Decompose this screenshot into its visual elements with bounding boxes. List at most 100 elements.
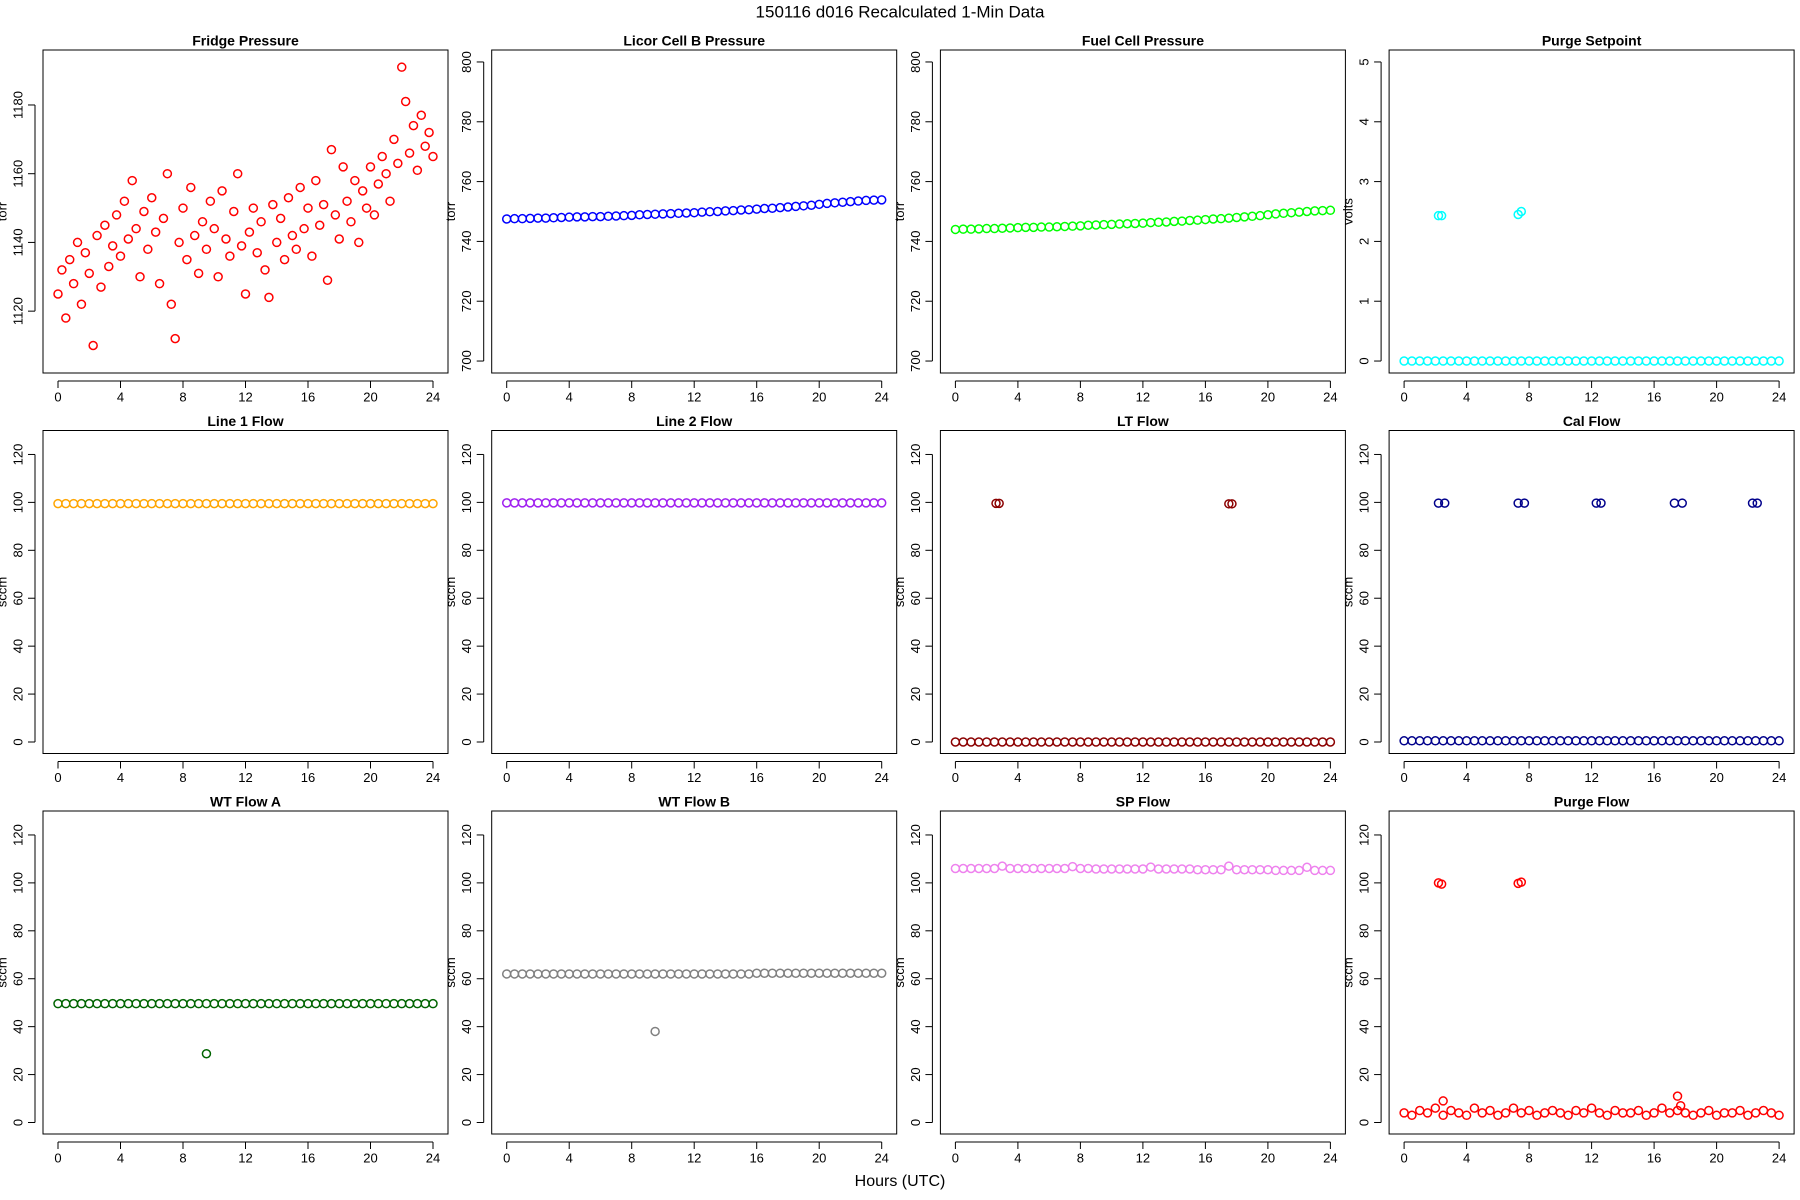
point bbox=[111, 210, 122, 220]
y-tick-label: 120 bbox=[908, 824, 923, 846]
point bbox=[1414, 736, 1425, 746]
point bbox=[791, 201, 801, 212]
x-tick-label: 24 bbox=[1772, 770, 1786, 785]
plot-frame bbox=[939, 430, 1346, 754]
x-tick-label: 24 bbox=[426, 770, 440, 785]
point bbox=[1138, 737, 1148, 747]
point bbox=[1547, 1105, 1558, 1116]
point bbox=[1727, 356, 1737, 366]
point bbox=[1317, 737, 1328, 747]
point bbox=[1591, 498, 1602, 508]
point bbox=[158, 213, 169, 224]
x-tick-label: 20 bbox=[1709, 770, 1723, 785]
point bbox=[1075, 737, 1086, 747]
point bbox=[1099, 737, 1109, 747]
point bbox=[1657, 1103, 1667, 1113]
point bbox=[611, 969, 621, 979]
point bbox=[564, 969, 574, 979]
point bbox=[1020, 737, 1031, 747]
point bbox=[209, 998, 219, 1009]
point bbox=[1310, 206, 1320, 216]
point bbox=[100, 220, 110, 230]
point bbox=[326, 144, 337, 155]
point bbox=[1407, 736, 1417, 746]
point bbox=[100, 998, 110, 1009]
point bbox=[1446, 736, 1456, 746]
point bbox=[272, 498, 282, 509]
point bbox=[997, 861, 1008, 871]
point bbox=[822, 498, 832, 508]
point bbox=[1625, 736, 1636, 746]
point bbox=[334, 998, 344, 1009]
point bbox=[572, 498, 582, 508]
point bbox=[798, 498, 809, 508]
x-tick-label: 0 bbox=[1400, 770, 1407, 785]
point bbox=[556, 212, 567, 223]
y-tick-label: 60 bbox=[459, 591, 474, 605]
point bbox=[728, 498, 739, 508]
point bbox=[533, 498, 543, 508]
point bbox=[1083, 863, 1093, 874]
x-tick-label: 12 bbox=[238, 1150, 252, 1165]
point bbox=[357, 498, 368, 509]
point bbox=[1516, 877, 1527, 887]
point bbox=[1169, 737, 1179, 747]
point bbox=[822, 968, 832, 978]
point bbox=[361, 203, 372, 213]
point bbox=[1192, 737, 1203, 747]
point bbox=[1618, 736, 1628, 746]
point bbox=[107, 241, 118, 251]
point bbox=[1317, 865, 1328, 876]
point bbox=[1610, 1105, 1620, 1116]
point bbox=[611, 211, 621, 221]
point bbox=[428, 998, 438, 1009]
x-tick-label: 12 bbox=[238, 770, 252, 785]
point bbox=[1422, 1108, 1433, 1118]
point bbox=[572, 212, 582, 222]
point bbox=[1231, 737, 1242, 747]
y-tick-label: 5 bbox=[1357, 58, 1372, 65]
point bbox=[299, 223, 309, 234]
point bbox=[162, 168, 173, 179]
point bbox=[57, 265, 67, 275]
point bbox=[1500, 736, 1511, 746]
point bbox=[650, 498, 660, 508]
point bbox=[556, 969, 567, 979]
point bbox=[1758, 1105, 1769, 1116]
point bbox=[1130, 737, 1140, 747]
point bbox=[1114, 219, 1125, 229]
y-tick-label: 0 bbox=[1357, 357, 1372, 364]
point bbox=[424, 127, 434, 138]
point bbox=[869, 195, 879, 205]
point bbox=[650, 209, 660, 219]
point bbox=[548, 498, 559, 508]
y-tick-label: 80 bbox=[10, 924, 25, 938]
point bbox=[1122, 737, 1133, 747]
point bbox=[1477, 1108, 1487, 1118]
y-tick-label: 4 bbox=[1357, 118, 1372, 125]
point bbox=[295, 182, 305, 193]
x-tick-label: 20 bbox=[1709, 389, 1723, 404]
point bbox=[147, 998, 157, 1009]
x-tick-label: 24 bbox=[426, 389, 440, 404]
plot-frame bbox=[491, 430, 898, 754]
point bbox=[1461, 736, 1472, 746]
point bbox=[201, 498, 212, 509]
x-tick-label: 4 bbox=[117, 389, 124, 404]
x-tick-label: 0 bbox=[54, 389, 61, 404]
point bbox=[1325, 865, 1336, 876]
y-tick-label: 40 bbox=[459, 1019, 474, 1033]
point bbox=[119, 196, 130, 206]
point bbox=[420, 141, 430, 151]
x-tick-label: 24 bbox=[1772, 1150, 1786, 1165]
point bbox=[397, 498, 407, 509]
point bbox=[1500, 1108, 1511, 1118]
point bbox=[869, 498, 879, 508]
point bbox=[603, 969, 614, 979]
y-tick-label: 20 bbox=[1357, 687, 1372, 701]
point bbox=[1669, 498, 1680, 508]
point bbox=[209, 223, 219, 234]
y-tick-label: 80 bbox=[1357, 924, 1372, 938]
point bbox=[1677, 498, 1687, 508]
point bbox=[791, 968, 801, 978]
